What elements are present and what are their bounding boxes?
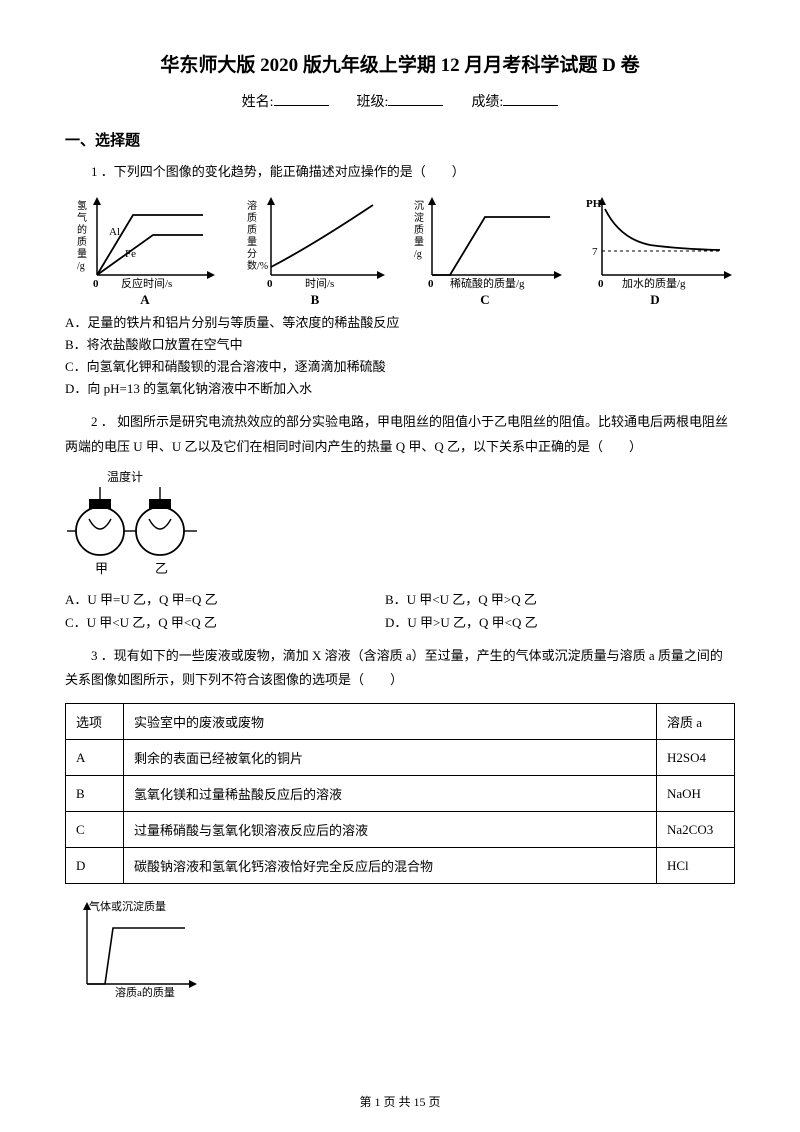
page-title: 华东师大版 2020 版九年级上学期 12 月月考科学试题 D 卷 — [65, 50, 735, 77]
svg-text:Fe: Fe — [125, 248, 136, 260]
q1-graphs-row: 氢 气 的 质 量 /g Al Fe 0 反应时间/s A 溶 质 质 量 分 … — [65, 195, 735, 308]
svg-text:气: 气 — [77, 211, 87, 224]
q2-opt-b[interactable]: B．U 甲<U 乙，Q 甲>Q 乙 — [385, 589, 735, 611]
section-heading: 一、选择题 — [65, 129, 735, 150]
cell-opt: D — [66, 848, 124, 884]
graph-d-xlabel: 加水的质量/g — [622, 276, 686, 290]
q1-graph-d: PH 7 0 加水的质量/g D — [580, 195, 730, 308]
bulb-right-label: 乙 — [155, 561, 168, 576]
cell-opt: C — [66, 812, 124, 848]
bulb-left-label: 甲 — [95, 561, 108, 576]
table-header-row: 选项 实验室中的废液或废物 溶质 a — [66, 704, 735, 740]
q1-opt-c[interactable]: C．向氢氧化钾和硝酸钡的混合溶液中，逐滴滴加稀硫酸 — [65, 356, 735, 378]
q3-graph-ylabel: 气体或沉淀质量 — [89, 899, 166, 913]
q3-graph-xlabel: 溶质a的质量 — [115, 985, 175, 998]
class-label: 班级: — [357, 95, 389, 110]
q2-opt-c[interactable]: C．U 甲<U 乙，Q 甲<Q 乙 — [65, 612, 385, 634]
q2-opt-d[interactable]: D．U 甲>U 乙，Q 甲<Q 乙 — [385, 612, 735, 634]
table-row[interactable]: D 碳酸钠溶液和氢氧化钙溶液恰好完全反应后的混合物 HCl — [66, 848, 735, 884]
svg-text:的: 的 — [77, 223, 87, 236]
score-label: 成绩: — [471, 95, 503, 110]
graph-a-letter: A — [70, 292, 220, 308]
thermometer-label: 温度计 — [107, 469, 143, 484]
graph-d-ytick: 7 — [592, 246, 598, 258]
name-blank[interactable] — [274, 92, 329, 106]
page-number: 第 1 页 共 15 页 — [0, 1093, 800, 1110]
graph-b-xlabel: 时间/s — [305, 277, 334, 290]
q1-options: A．足量的铁片和铝片分别与等质量、等浓度的稀盐酸反应 B．将浓盐酸敞口放置在空气… — [65, 312, 735, 400]
svg-text:/%: /% — [257, 261, 268, 272]
q1-opt-b[interactable]: B．将浓盐酸敞口放置在空气中 — [65, 334, 735, 356]
graph-d-letter: D — [580, 292, 730, 308]
q3-graph: 气体或沉淀质量 溶质a的质量 — [75, 898, 735, 1002]
svg-text:0: 0 — [267, 278, 273, 290]
graph-b-letter: B — [240, 292, 390, 308]
svg-text:质: 质 — [247, 224, 257, 236]
svg-text:/g: /g — [77, 261, 85, 272]
table-row[interactable]: B 氢氧化镁和过量稀盐酸反应后的溶液 NaOH — [66, 776, 735, 812]
graph-a-xlabel: 反应时间/s — [121, 276, 172, 290]
q1-graph-b: 溶 质 质 量 分 数 /% 0 时间/s B — [240, 195, 390, 308]
th-desc: 实验室中的废液或废物 — [124, 704, 657, 740]
table-row[interactable]: A 剩余的表面已经被氧化的铜片 H2SO4 — [66, 740, 735, 776]
svg-text:0: 0 — [598, 278, 604, 290]
q2-opt-a[interactable]: A．U 甲=U 乙，Q 甲=Q 乙 — [65, 589, 385, 611]
svg-text:数: 数 — [247, 259, 257, 272]
svg-text:淀: 淀 — [414, 211, 424, 224]
q2-options: A．U 甲=U 乙，Q 甲=Q 乙 C．U 甲<U 乙，Q 甲<Q 乙 B．U … — [65, 589, 735, 633]
cell-desc: 剩余的表面已经被氧化的铜片 — [124, 740, 657, 776]
svg-text:/g: /g — [414, 249, 422, 260]
svg-text:质: 质 — [77, 236, 87, 248]
svg-text:沉: 沉 — [414, 199, 424, 212]
q1-stem: 1 ．下列四个图像的变化趋势，能正确描述对应操作的是（ ） — [65, 160, 735, 185]
graph-a-ylabel: 氢 — [77, 199, 87, 212]
student-info-line: 姓名: 班级: 成绩: — [65, 91, 735, 111]
svg-text:0: 0 — [428, 278, 434, 290]
svg-text:Al: Al — [109, 226, 120, 238]
q1-opt-a[interactable]: A．足量的铁片和铝片分别与等质量、等浓度的稀盐酸反应 — [65, 312, 735, 334]
class-blank[interactable] — [388, 92, 443, 106]
svg-text:量: 量 — [414, 236, 424, 248]
cell-solute: NaOH — [657, 776, 735, 812]
cell-desc: 过量稀硝酸与氢氧化钡溶液反应后的溶液 — [124, 812, 657, 848]
graph-c-letter: C — [410, 292, 560, 308]
cell-opt: B — [66, 776, 124, 812]
q2-stem: 2 ． 如图所示是研究电流热效应的部分实验电路，甲电阻丝的阻值小于乙电阻丝的阻值… — [65, 410, 735, 459]
q2-diagram: 温度计 甲 乙 — [65, 469, 735, 583]
cell-desc: 碳酸钠溶液和氢氧化钙溶液恰好完全反应后的混合物 — [124, 848, 657, 884]
cell-desc: 氢氧化镁和过量稀盐酸反应后的溶液 — [124, 776, 657, 812]
score-blank[interactable] — [503, 92, 558, 106]
cell-opt: A — [66, 740, 124, 776]
cell-solute: H2SO4 — [657, 740, 735, 776]
graph-c-xlabel: 稀硫酸的质量/g — [450, 276, 525, 290]
cell-solute: HCl — [657, 848, 735, 884]
svg-text:质: 质 — [247, 212, 257, 224]
svg-text:质: 质 — [414, 224, 424, 236]
svg-text:0: 0 — [93, 278, 99, 290]
svg-text:量: 量 — [247, 236, 257, 248]
svg-text:分: 分 — [247, 248, 257, 260]
q1-opt-d[interactable]: D．向 pH=13 的氢氧化钠溶液中不断加入水 — [65, 378, 735, 400]
q1-graph-a: 氢 气 的 质 量 /g Al Fe 0 反应时间/s A — [70, 195, 220, 308]
svg-text:溶: 溶 — [247, 199, 257, 212]
q1-graph-c: 沉 淀 质 量 /g 0 稀硫酸的质量/g C — [410, 195, 560, 308]
table-row[interactable]: C 过量稀硝酸与氢氧化钡溶液反应后的溶液 Na2CO3 — [66, 812, 735, 848]
cell-solute: Na2CO3 — [657, 812, 735, 848]
name-label: 姓名: — [242, 95, 274, 110]
th-option: 选项 — [66, 704, 124, 740]
q3-stem: 3 ．现有如下的一些废液或废物，滴加 X 溶液（含溶质 a）至过量，产生的气体或… — [65, 644, 735, 693]
q3-table: 选项 实验室中的废液或废物 溶质 a A 剩余的表面已经被氧化的铜片 H2SO4… — [65, 703, 735, 884]
svg-text:量: 量 — [77, 248, 87, 260]
th-solute: 溶质 a — [657, 704, 735, 740]
